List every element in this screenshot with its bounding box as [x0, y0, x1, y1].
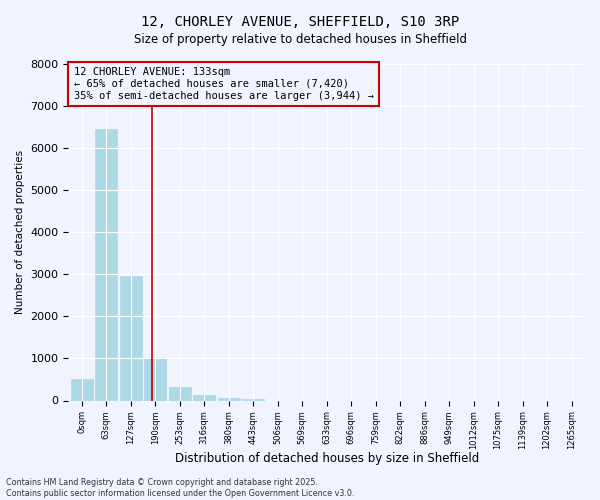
Bar — [242, 399, 264, 400]
Bar — [95, 129, 118, 400]
X-axis label: Distribution of detached houses by size in Sheffield: Distribution of detached houses by size … — [175, 452, 479, 465]
Bar — [145, 358, 166, 401]
Bar — [120, 276, 142, 400]
Bar — [218, 398, 240, 400]
Text: Contains HM Land Registry data © Crown copyright and database right 2025.
Contai: Contains HM Land Registry data © Crown c… — [6, 478, 355, 498]
Y-axis label: Number of detached properties: Number of detached properties — [15, 150, 25, 314]
Bar — [71, 380, 93, 400]
Bar — [169, 387, 191, 400]
Text: Size of property relative to detached houses in Sheffield: Size of property relative to detached ho… — [133, 32, 467, 46]
Text: 12 CHORLEY AVENUE: 133sqm
← 65% of detached houses are smaller (7,420)
35% of se: 12 CHORLEY AVENUE: 133sqm ← 65% of detac… — [74, 68, 374, 100]
Text: 12, CHORLEY AVENUE, SHEFFIELD, S10 3RP: 12, CHORLEY AVENUE, SHEFFIELD, S10 3RP — [141, 15, 459, 29]
Bar — [193, 395, 215, 400]
